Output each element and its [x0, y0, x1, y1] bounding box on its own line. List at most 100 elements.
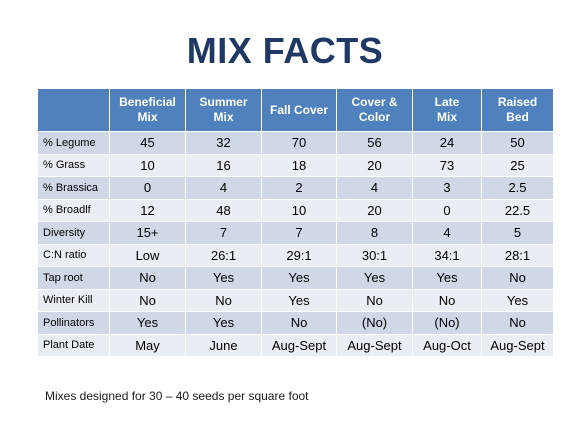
header-corner-cell [37, 88, 110, 132]
table-cell: 10 [261, 198, 337, 222]
table-cell: 24 [412, 131, 482, 155]
column-header-line: Color [358, 110, 391, 124]
column-header-line: Beneficial [119, 95, 176, 109]
column-header-fall-cover: Fall Cover [261, 88, 337, 132]
table-cell: 30:1 [336, 243, 413, 267]
table-cell: No [109, 266, 186, 290]
table-cell: Yes [185, 266, 262, 290]
page-title: MIX FACTS [186, 30, 384, 71]
column-header-summer-mix: Summer Mix [185, 88, 262, 132]
table-cell: No [185, 288, 262, 312]
row-label: % Broadlf [37, 198, 110, 222]
table-cell: 20 [336, 198, 413, 222]
table-cell: (No) [336, 311, 413, 335]
table-cell: 5 [481, 221, 554, 245]
table-row: Tap root No Yes Yes Yes Yes No [37, 266, 554, 290]
table-cell: 50 [481, 131, 554, 155]
table-cell: 28:1 [481, 243, 554, 267]
table-cell: 45 [109, 131, 186, 155]
table-cell: No [412, 288, 482, 312]
table-cell: No [481, 311, 554, 335]
row-label: Winter Kill [37, 288, 110, 312]
table-cell: 56 [336, 131, 413, 155]
column-header-line: Mix [213, 110, 234, 124]
table-cell: Yes [109, 311, 186, 335]
table-row: % Legume 45 32 70 56 24 50 [37, 131, 554, 155]
table-cell: Low [109, 243, 186, 267]
table-cell: 3 [412, 176, 482, 200]
table-row: % Grass 10 16 18 20 73 25 [37, 153, 554, 177]
table-cell: Yes [412, 266, 482, 290]
table-body: % Legume 45 32 70 56 24 50% Grass 10 16 18 20 73 25%… [37, 131, 554, 357]
row-label: Tap root [37, 266, 110, 290]
table-cell: 10 [109, 153, 186, 177]
column-header-line: Raised [497, 95, 538, 109]
table-cell: 4 [185, 176, 262, 200]
table-cell: 2 [261, 176, 337, 200]
row-label: C:N ratio [37, 243, 110, 267]
table-row: Diversity 15+ 7 7 8 4 5 [37, 221, 554, 245]
column-header-line: Late [434, 95, 460, 109]
column-header-line: Fall Cover [269, 102, 329, 117]
table-cell: 0 [109, 176, 186, 200]
table-cell: 16 [185, 153, 262, 177]
footnote: Mixes designed for 30 – 40 seeds per squ… [45, 389, 309, 403]
table-cell: Yes [336, 266, 413, 290]
table-cell: Yes [185, 311, 262, 335]
table-cell: 7 [185, 221, 262, 245]
table-cell: June [185, 333, 262, 357]
table-cell: Yes [261, 266, 337, 290]
row-label: % Grass [37, 153, 110, 177]
table-row: % Broadlf 12 48 10 20 0 22.5 [37, 198, 554, 222]
table-cell: No [261, 311, 337, 335]
table-cell: May [109, 333, 186, 357]
table-cell: 29:1 [261, 243, 337, 267]
table-cell: 18 [261, 153, 337, 177]
mix-facts-table: Beneficial Mix Summer Mix Fall Cover Cov… [37, 88, 554, 357]
table-row: % Brassica 0 4 2 4 3 2.5 [37, 176, 554, 200]
table-row: Plant Date May June Aug-Sept Aug-Sept Aug-Oct… [37, 333, 554, 357]
row-label: % Brassica [37, 176, 110, 200]
row-label: Diversity [37, 221, 110, 245]
table-row: Pollinators Yes Yes No (No) (No) No [37, 311, 554, 335]
table-cell: 25 [481, 153, 554, 177]
row-label: Plant Date [37, 333, 110, 357]
column-header-line: Summer [199, 95, 248, 109]
table-cell: 34:1 [412, 243, 482, 267]
table-cell: 15+ [109, 221, 186, 245]
column-header-beneficial-mix: Beneficial Mix [109, 88, 186, 132]
table-cell: Yes [261, 288, 337, 312]
row-label: % Legume [37, 131, 110, 155]
table-row: Winter Kill No No Yes No No Yes [37, 288, 554, 312]
table-cell: 8 [336, 221, 413, 245]
table-cell: 32 [185, 131, 262, 155]
table-cell: 20 [336, 153, 413, 177]
table-cell: 0 [412, 198, 482, 222]
column-header-line: Bed [506, 110, 529, 124]
table-cell: 70 [261, 131, 337, 155]
table-cell: No [109, 288, 186, 312]
table-cell: (No) [412, 311, 482, 335]
table-cell: 48 [185, 198, 262, 222]
table-cell: No [336, 288, 413, 312]
column-header-late-mix: Late Mix [412, 88, 482, 132]
column-header-line: Mix [436, 110, 457, 124]
table-cell: 4 [412, 221, 482, 245]
table-cell: 4 [336, 176, 413, 200]
table-cell: 73 [412, 153, 482, 177]
table-cell: Aug-Sept [481, 333, 554, 357]
table-cell: Aug-Sept [336, 333, 413, 357]
table-cell: Yes [481, 288, 554, 312]
table-cell: 26:1 [185, 243, 262, 267]
table-cell: 22.5 [481, 198, 554, 222]
row-label: Pollinators [37, 311, 110, 335]
table-header-row: Beneficial Mix Summer Mix Fall Cover Cov… [37, 88, 554, 132]
table-cell: 12 [109, 198, 186, 222]
table-row: C:N ratio Low 26:1 29:1 30:1 34:1 28:1 [37, 243, 554, 267]
table-cell: 7 [261, 221, 337, 245]
table-cell: Aug-Oct [412, 333, 482, 357]
table-cell: 2.5 [481, 176, 554, 200]
column-header-line: Mix [137, 110, 158, 124]
table-cell: Aug-Sept [261, 333, 337, 357]
table-cell: No [481, 266, 554, 290]
